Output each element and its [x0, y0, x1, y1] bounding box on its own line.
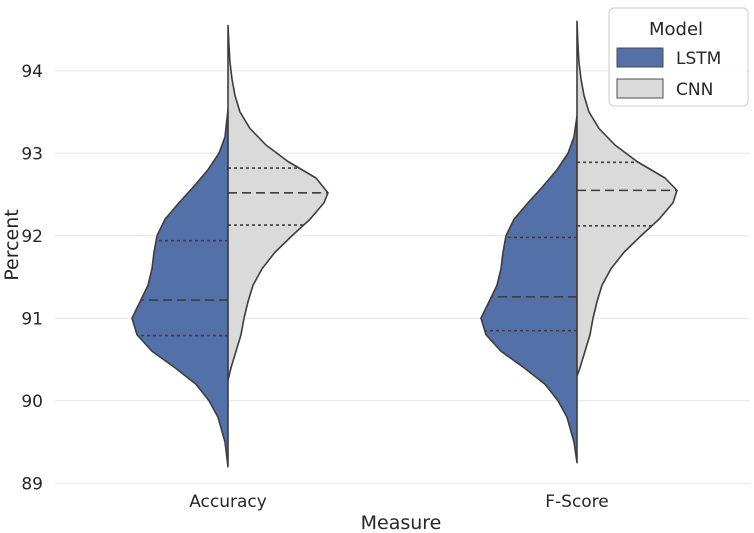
quartile-layer: [137, 161, 677, 337]
x-tick-label-f-score: F-Score: [545, 492, 609, 512]
violin-layer: [131, 20, 678, 468]
y-tick-label-93: 93: [21, 144, 43, 164]
y-tick-label-91: 91: [21, 309, 43, 329]
legend-swatch-lstm: [616, 47, 664, 68]
legend-label-cnn: CNN: [676, 80, 713, 100]
y-tick-label-89: 89: [21, 474, 43, 494]
y-tick-labels: 89 90 91 92 93 94: [21, 62, 43, 495]
violin-lstm-f-score: [480, 115, 578, 464]
x-tick-labels: Accuracy F-Score: [189, 492, 609, 512]
legend-title: Model: [649, 19, 703, 40]
y-tick-label-90: 90: [21, 392, 43, 412]
y-axis-title: Percent: [1, 209, 23, 281]
y-tick-label-92: 92: [21, 227, 43, 247]
legend-label-lstm: LSTM: [676, 49, 721, 69]
x-tick-label-accuracy: Accuracy: [189, 492, 267, 512]
legend: Model LSTM CNN: [608, 7, 749, 107]
x-axis-title: Measure: [361, 512, 442, 533]
y-tick-label-94: 94: [21, 62, 43, 82]
violin-lstm-accuracy: [131, 108, 229, 468]
violin-cnn-f-score: [576, 20, 678, 377]
violin-cnn-accuracy: [227, 24, 329, 381]
legend-swatch-cnn: [616, 78, 664, 99]
